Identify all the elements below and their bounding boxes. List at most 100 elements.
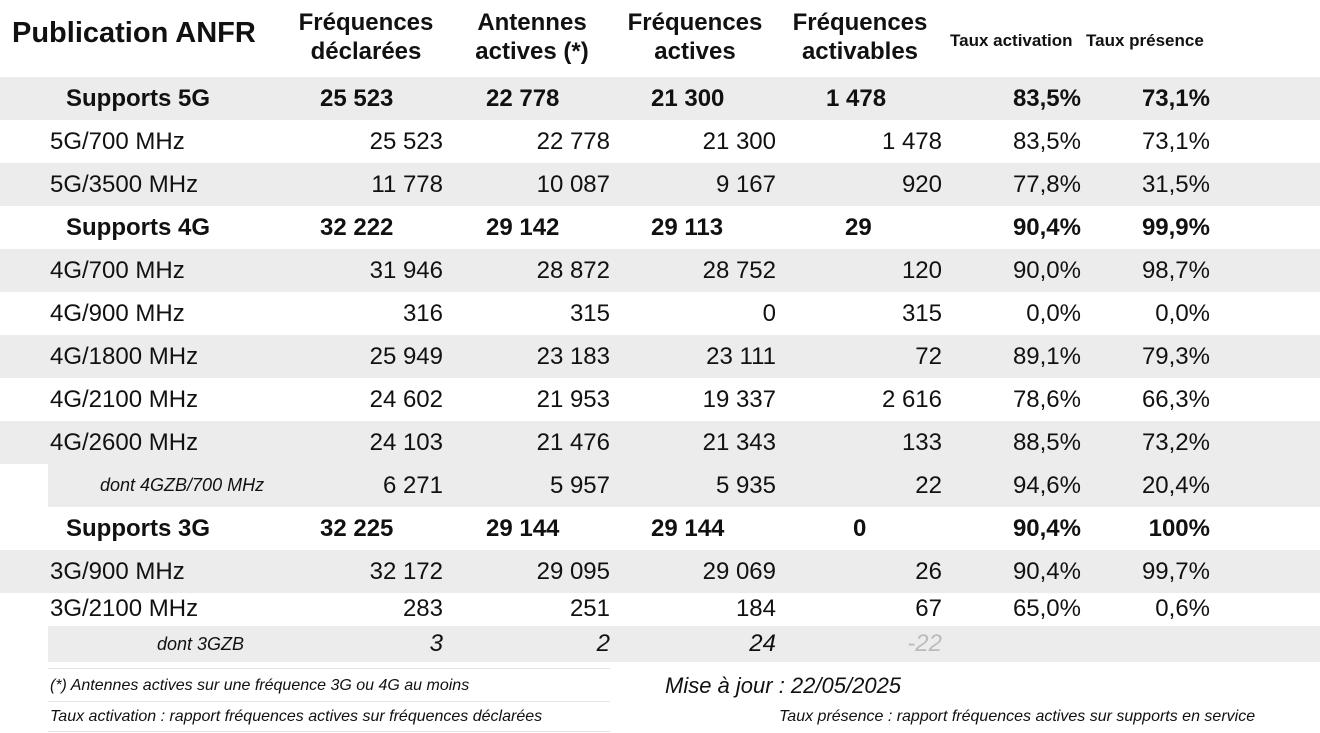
cell-frequences-actives: 29 113 — [651, 214, 724, 241]
cell-taux-activation: 78,6% — [1012, 386, 1081, 413]
cell-frequences-actives: 21 300 — [651, 85, 725, 112]
cell-antennes-actives: 28 872 — [536, 257, 610, 284]
row-label: 4G/1800 MHz — [50, 343, 199, 370]
table-row-dont-4gzb-700 — [48, 464, 1320, 507]
cell-antennes-actives: 29 095 — [536, 558, 610, 585]
cell-taux-presence: 31,5% — [1141, 171, 1210, 198]
table-row-5g-700: 5G/700 MHz 25 523 22 778 21 300 1 478 83… — [0, 120, 1320, 163]
cell-frequences-actives: 21 343 — [702, 429, 776, 456]
cell-frequences-activables: 29 — [845, 214, 872, 241]
row-label: 5G/700 MHz — [50, 128, 185, 155]
row-label: 3G/900 MHz — [50, 558, 185, 585]
cell-taux-presence: 0,6% — [1155, 595, 1210, 622]
table-row-supports-5g: Supports 5G 25 523 22 778 21 300 1 478 8… — [0, 77, 1320, 120]
cell-frequences-activables: 1 478 — [826, 85, 887, 112]
divider — [48, 668, 610, 669]
cell-antennes-actives: 251 — [569, 595, 610, 622]
table-row-4g-900: 4G/900 MHz 316 315 0 315 0,0% 0,0% — [0, 292, 1320, 335]
cell-frequences-declarees: 6 271 — [382, 472, 443, 499]
page-title: Publication ANFR — [12, 17, 256, 49]
table-row-4g-2600: 4G/2600 MHz 24 103 21 476 21 343 133 88,… — [0, 421, 1320, 464]
header-line: activables — [801, 38, 919, 65]
header-taux-activation: Taux activation — [950, 31, 1073, 50]
footnote-taux-activation: Taux activation : rapport fréquences act… — [50, 708, 543, 725]
cell-taux-presence: 100% — [1148, 515, 1210, 542]
cell-frequences-activables: 2 616 — [881, 386, 942, 413]
cell-frequences-activables: 72 — [915, 343, 942, 370]
cell-antennes-actives: 22 778 — [536, 128, 610, 155]
row-label: Supports 5G — [66, 85, 211, 112]
header-taux-presence: Taux présence — [1086, 31, 1204, 50]
cell-taux-activation: 90,4% — [1012, 515, 1081, 542]
cell-frequences-actives: 184 — [735, 595, 776, 622]
row-label: 4G/900 MHz — [50, 300, 185, 327]
header-frequences-activables: Fréquences activables — [790, 8, 930, 66]
table-header: Publication ANFR Fréquences déclarées An… — [0, 0, 1320, 76]
cell-frequences-declarees: 24 602 — [369, 386, 443, 413]
cell-antennes-actives: 21 953 — [536, 386, 610, 413]
row-label: Supports 4G — [66, 214, 211, 241]
cell-taux-activation: 90,4% — [1012, 214, 1081, 241]
cell-taux-activation: 83,5% — [1012, 85, 1081, 112]
cell-taux-presence: 98,7% — [1141, 257, 1210, 284]
row-label: dont 4GZB/700 MHz — [100, 475, 265, 495]
table-row-4g-700: 4G/700 MHz 31 946 28 872 28 752 120 90,0… — [0, 249, 1320, 292]
row-label: 3G/2100 MHz — [50, 595, 199, 622]
cell-antennes-actives: 29 144 — [486, 515, 560, 542]
row-label: Supports 3G — [66, 515, 211, 542]
cell-antennes-actives: 22 778 — [486, 85, 560, 112]
cell-frequences-actives: 21 300 — [702, 128, 776, 155]
cell-frequences-declarees: 25 949 — [369, 343, 443, 370]
cell-frequences-actives: 24 — [749, 630, 776, 657]
header-line: Fréquences — [792, 9, 928, 36]
cell-taux-activation: 89,1% — [1012, 343, 1081, 370]
cell-frequences-activables: 22 — [915, 472, 942, 499]
cell-taux-activation: 83,5% — [1012, 128, 1081, 155]
cell-frequences-declarees: 24 103 — [369, 429, 443, 456]
cell-antennes-actives: 315 — [569, 300, 610, 327]
cell-taux-activation: 90,0% — [1012, 257, 1081, 284]
header-antennes-actives: Antennes actives (*) — [462, 8, 602, 66]
header-frequences-actives: Fréquences actives — [625, 8, 765, 66]
cell-frequences-declarees: 32 225 — [320, 515, 394, 542]
row-label: 4G/2100 MHz — [50, 386, 199, 413]
row-label: 4G/700 MHz — [50, 257, 185, 284]
cell-frequences-actives: 23 111 — [706, 343, 776, 370]
cell-taux-presence: 73,1% — [1141, 128, 1210, 155]
cell-frequences-activables: 315 — [901, 300, 942, 327]
header-line: Antennes — [477, 9, 587, 36]
header-line: Fréquences — [627, 9, 763, 36]
table-row-supports-4g: Supports 4G 32 222 29 142 29 113 29 90,4… — [0, 206, 1320, 249]
cell-taux-presence: 79,3% — [1141, 343, 1210, 370]
cell-frequences-actives: 0 — [762, 300, 776, 327]
cell-frequences-actives: 5 935 — [715, 472, 776, 499]
cell-frequences-declarees: 316 — [402, 300, 443, 327]
header-line: déclarées — [310, 38, 422, 65]
cell-taux-presence: 99,9% — [1141, 214, 1210, 241]
table-row-3g-900: 3G/900 MHz 32 172 29 095 29 069 26 90,4%… — [0, 550, 1320, 593]
table-row-dont-4gzb-700-content: dont 4GZB/700 MHz 6 271 5 957 5 935 22 9… — [0, 464, 1320, 507]
cell-taux-presence: 66,3% — [1141, 386, 1210, 413]
cell-frequences-declarees: 11 778 — [371, 171, 443, 198]
header-line: actives (*) — [475, 38, 589, 65]
cell-taux-activation: 77,8% — [1012, 171, 1081, 198]
cell-frequences-declarees: 25 523 — [369, 128, 443, 155]
cell-frequences-actives: 19 337 — [702, 386, 776, 413]
table-row-3g-2100: 3G/2100 MHz 283 251 184 67 65,0% 0,6% — [0, 590, 1320, 626]
header-line: actives — [654, 38, 736, 65]
cell-frequences-activables: -22 — [907, 630, 942, 657]
cell-taux-presence: 0,0% — [1155, 300, 1210, 327]
header-frequences-declarees: Fréquences déclarées — [296, 8, 436, 66]
cell-frequences-activables: 1 478 — [881, 128, 942, 155]
cell-antennes-actives: 5 957 — [549, 472, 610, 499]
table-row-5g-3500: 5G/3500 MHz 11 778 10 087 9 167 920 77,8… — [0, 163, 1320, 206]
row-label: 5G/3500 MHz — [50, 171, 199, 198]
footnote-taux-presence: Taux présence : rapport fréquences activ… — [779, 708, 1256, 725]
cell-frequences-activables: 120 — [901, 257, 942, 284]
cell-frequences-activables: 0 — [853, 515, 867, 542]
cell-frequences-declarees: 32 222 — [320, 214, 394, 241]
cell-frequences-activables: 133 — [901, 429, 942, 456]
cell-taux-activation: 65,0% — [1012, 595, 1081, 622]
cell-frequences-activables: 26 — [915, 558, 942, 585]
table-row-supports-3g: Supports 3G 32 225 29 144 29 144 0 90,4%… — [0, 507, 1320, 550]
